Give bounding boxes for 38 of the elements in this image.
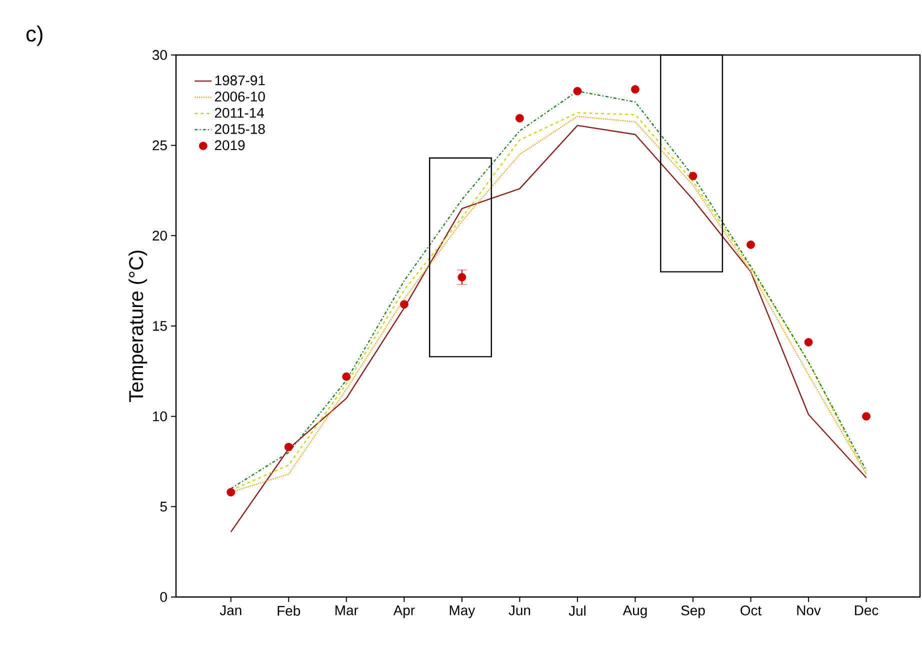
point: [573, 86, 582, 96]
point: [631, 85, 640, 94]
x-tick-label: Mar: [336, 606, 358, 616]
point: [226, 488, 236, 496]
point: [746, 240, 755, 249]
point: [342, 372, 351, 381]
point: [284, 442, 293, 452]
x-tick-label: Nov: [797, 606, 821, 616]
point: [516, 114, 524, 122]
x-tick-label: Oct: [740, 606, 762, 616]
x-tick-label: Apr: [393, 606, 415, 618]
x-tick-label: Sep: [681, 606, 705, 618]
y-tick-label: 10: [153, 411, 167, 422]
y-tick-label: 30: [152, 50, 167, 60]
legend-label: 2015-18: [214, 124, 265, 134]
x-tick-label: May: [450, 606, 476, 618]
x-tick-label: Aug: [622, 606, 647, 618]
point: [458, 273, 466, 282]
point: [400, 300, 408, 309]
legend-label: 2006-10: [214, 92, 265, 102]
point: [804, 338, 813, 346]
legend-label: 1987-91: [215, 75, 265, 86]
y-tick-label: 25: [152, 140, 167, 150]
legend-label: 2019: [214, 140, 245, 150]
x-tick-label: Jun: [508, 606, 530, 616]
y-tick-label: 0: [160, 592, 167, 602]
point: [862, 412, 870, 421]
x-tick-label: Jan: [220, 606, 242, 616]
y-tick-label: 20: [152, 230, 167, 241]
x-tick-label: Jul: [568, 606, 586, 616]
point: [688, 172, 698, 180]
y-axis-title: Temperature (°C): [128, 250, 148, 402]
y-tick-label: 5: [160, 502, 167, 512]
text: c): [26, 26, 42, 46]
legend-label: 2011-14: [214, 108, 264, 118]
y-tick-label: 15: [153, 321, 167, 331]
x-tick-label: Feb: [278, 606, 300, 616]
x-tick-label: Dec: [855, 606, 878, 616]
